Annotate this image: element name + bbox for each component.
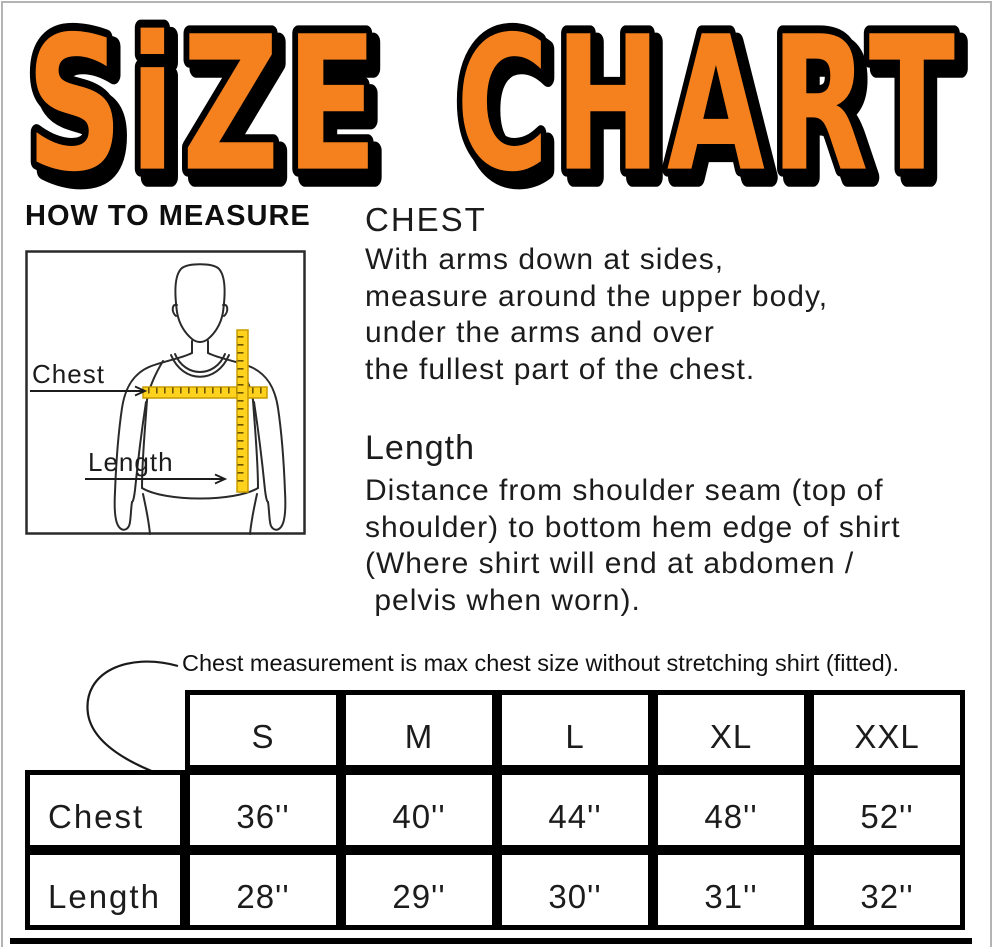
chest-row: Chest 36'' 40'' 44'' 48'' 52'' [25, 770, 965, 850]
length-value-s: 28'' [185, 850, 341, 930]
chest-text-line: the fullest part of the chest. [365, 352, 756, 386]
length-row: Length 28'' 29'' 30'' 31'' 32'' [25, 850, 965, 930]
chest-text-line: under the arms and over [365, 316, 715, 350]
measurement-diagram: Chest Length [25, 250, 306, 535]
chest-value-l: 44'' [497, 770, 653, 850]
size-table: S M L XL XXL Chest 36'' 40'' 44'' 48'' 5… [25, 690, 965, 930]
size-table-header-row: S M L XL XXL [25, 690, 965, 770]
length-text-line: (Where shirt will end at abdomen / [365, 547, 855, 581]
chest-value-xl: 48'' [653, 770, 809, 850]
chest-value-s: 36'' [185, 770, 341, 850]
size-column-header: L [497, 690, 653, 770]
length-value-m: 29'' [341, 850, 497, 930]
chest-section-text: With arms down at sides, measure around … [365, 242, 828, 388]
title-word-size: SiZE [26, 0, 384, 213]
table-corner-blank [25, 690, 185, 770]
length-section-heading: Length [365, 429, 475, 467]
length-section-text: Distance from shoulder seam (top of shou… [365, 473, 901, 619]
measurement-figure-svg: Chest Length [25, 250, 306, 535]
chest-diagram-label: Chest [32, 359, 105, 389]
title-word-chart: CHART [456, 0, 961, 213]
size-column-header: XL [653, 690, 809, 770]
length-value-xxl: 32'' [809, 850, 965, 930]
svg-text:SiZE: SiZE [33, 5, 391, 222]
svg-text:CHART: CHART [463, 5, 968, 222]
size-column-header: S [185, 690, 341, 770]
how-to-measure-heading: HOW TO MEASURE [25, 200, 311, 232]
length-value-l: 30'' [497, 850, 653, 930]
page-title: SiZE CHART SiZE CHART [19, 0, 969, 229]
bottom-border-line [10, 938, 972, 944]
size-column-header: XXL [809, 690, 965, 770]
fit-note: Chest measurement is max chest size with… [182, 650, 900, 676]
chest-text-line: With arms down at sides, [365, 243, 725, 276]
chest-value-xxl: 52'' [809, 770, 965, 850]
length-text-line: Distance from shoulder seam (top of [365, 474, 884, 507]
length-text-line: shoulder) to bottom hem edge of shirt [365, 510, 901, 544]
title-drop-shadow: SiZE CHART [25, 0, 970, 229]
length-row-label: Length [25, 850, 185, 930]
length-measuring-tape [236, 329, 249, 493]
chest-text-line: measure around the upper body, [365, 279, 829, 313]
length-text-line: pelvis when worn). [365, 583, 641, 617]
length-value-xl: 31'' [653, 850, 809, 930]
chest-row-label: Chest [25, 770, 185, 850]
length-diagram-label: Length [88, 447, 174, 477]
chest-section-heading: CHEST [365, 201, 487, 238]
chest-value-m: 40'' [341, 770, 497, 850]
man-outline [113, 263, 287, 535]
size-column-header: M [341, 690, 497, 770]
